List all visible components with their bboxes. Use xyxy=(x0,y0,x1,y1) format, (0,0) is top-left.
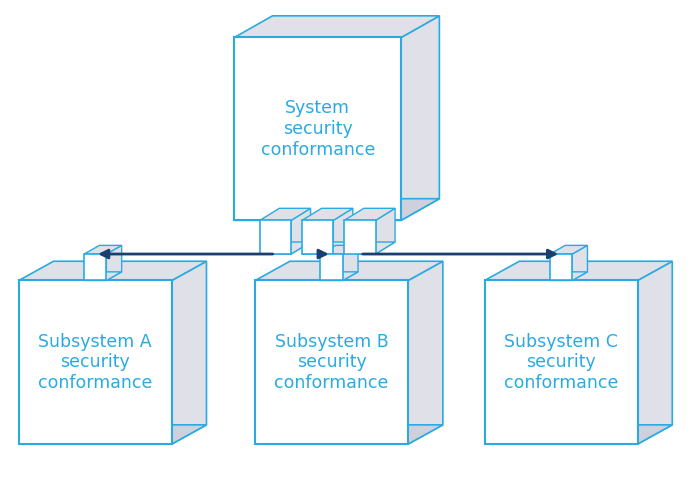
FancyBboxPatch shape xyxy=(484,281,637,444)
Polygon shape xyxy=(484,425,672,444)
Polygon shape xyxy=(106,245,121,281)
FancyBboxPatch shape xyxy=(84,254,106,281)
Polygon shape xyxy=(260,242,311,254)
FancyBboxPatch shape xyxy=(235,37,401,220)
Polygon shape xyxy=(320,272,358,281)
FancyBboxPatch shape xyxy=(19,281,172,444)
Polygon shape xyxy=(401,16,439,220)
FancyBboxPatch shape xyxy=(260,220,291,254)
Polygon shape xyxy=(343,245,358,281)
Text: Subsystem C
security
conformance: Subsystem C security conformance xyxy=(504,333,618,392)
Polygon shape xyxy=(334,208,352,254)
Polygon shape xyxy=(19,425,207,444)
Text: Subsystem A
security
conformance: Subsystem A security conformance xyxy=(38,333,152,392)
Polygon shape xyxy=(344,242,395,254)
Polygon shape xyxy=(255,261,443,281)
Polygon shape xyxy=(291,208,311,254)
Text: Subsystem B
security
conformance: Subsystem B security conformance xyxy=(274,333,389,392)
Polygon shape xyxy=(320,245,358,254)
Polygon shape xyxy=(84,245,121,254)
Polygon shape xyxy=(344,208,395,220)
FancyBboxPatch shape xyxy=(344,220,376,254)
Polygon shape xyxy=(637,261,672,444)
Polygon shape xyxy=(260,208,311,220)
Polygon shape xyxy=(84,272,121,281)
Polygon shape xyxy=(19,261,207,281)
Polygon shape xyxy=(172,261,207,444)
Polygon shape xyxy=(572,245,588,281)
FancyBboxPatch shape xyxy=(320,254,343,281)
Polygon shape xyxy=(550,245,588,254)
Polygon shape xyxy=(484,261,672,281)
FancyBboxPatch shape xyxy=(255,281,408,444)
Polygon shape xyxy=(550,272,588,281)
Polygon shape xyxy=(302,208,352,220)
Polygon shape xyxy=(235,16,439,37)
Text: System
security
conformance: System security conformance xyxy=(260,99,375,159)
Polygon shape xyxy=(376,208,395,254)
Polygon shape xyxy=(235,199,439,220)
FancyBboxPatch shape xyxy=(550,254,572,281)
Polygon shape xyxy=(408,261,443,444)
Polygon shape xyxy=(255,425,443,444)
Polygon shape xyxy=(302,242,352,254)
FancyBboxPatch shape xyxy=(302,220,334,254)
